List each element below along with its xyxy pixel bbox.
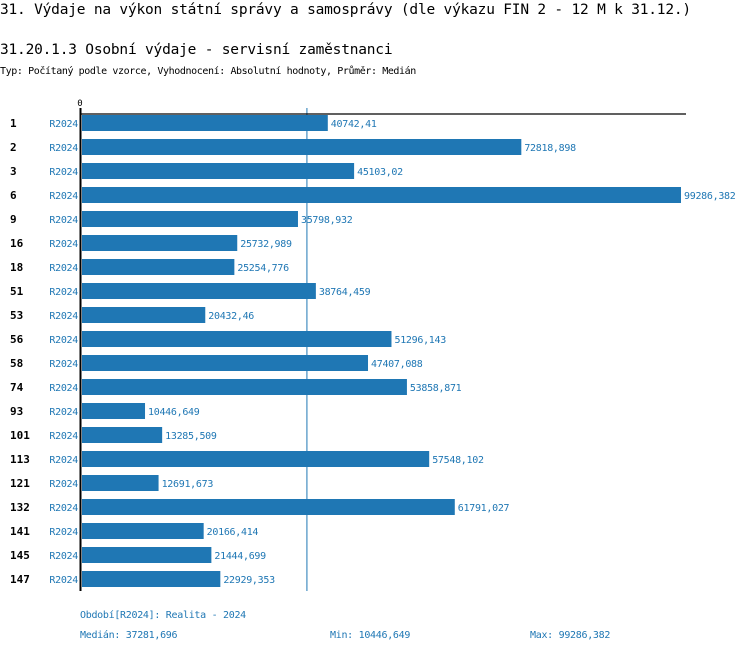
chart-subtitle: 31.20.1.3 Osobní výdaje - servisní zaměs… (0, 42, 393, 58)
max-summary: Max: 99286,382 (530, 630, 611, 641)
category-label: 147 (10, 573, 30, 586)
chart-description: Typ: Počítaný podle vzorce, Vyhodnocení:… (0, 66, 416, 77)
value-label: 51296,143 (394, 335, 446, 346)
bar (82, 283, 316, 299)
category-label: 93 (10, 405, 23, 418)
series-label: R2024 (49, 335, 78, 346)
bar (82, 547, 212, 563)
bar (82, 475, 159, 491)
bar (82, 427, 163, 443)
bar (82, 571, 221, 587)
category-label: 132 (10, 501, 30, 514)
series-label: R2024 (49, 551, 78, 562)
value-label: 20166,414 (207, 527, 259, 538)
category-label: 121 (10, 477, 30, 490)
value-label: 25254,776 (237, 263, 289, 274)
median-summary: Medián: 37281,696 (80, 630, 178, 641)
value-label: 25732,989 (240, 239, 292, 250)
bar (82, 235, 238, 251)
bar (82, 259, 235, 275)
category-label: 53 (10, 309, 23, 322)
series-label: R2024 (49, 191, 78, 202)
value-label: 57548,102 (432, 455, 484, 466)
bar (82, 331, 392, 347)
series-label: R2024 (49, 407, 78, 418)
series-label: R2024 (49, 479, 78, 490)
bar (82, 451, 430, 467)
bar (82, 499, 455, 515)
value-label: 22929,353 (223, 575, 275, 586)
value-label: 53858,871 (410, 383, 462, 394)
value-label: 21444,699 (214, 551, 266, 562)
series-label: R2024 (49, 311, 78, 322)
bar (82, 379, 407, 395)
series-label: R2024 (49, 263, 78, 274)
bar (82, 187, 681, 203)
category-label: 6 (10, 189, 17, 202)
value-label: 61791,027 (458, 503, 510, 514)
bar (82, 307, 206, 323)
category-label: 74 (10, 381, 24, 394)
value-label: 20432,46 (208, 311, 254, 322)
value-label: 12691,673 (162, 479, 214, 490)
category-label: 3 (10, 165, 17, 178)
value-label: 38764,459 (319, 287, 371, 298)
value-label: 47407,088 (371, 359, 423, 370)
value-label: 72818,898 (524, 143, 576, 154)
series-label: R2024 (49, 239, 78, 250)
series-label: R2024 (49, 575, 78, 586)
bar (82, 163, 355, 179)
series-label: R2024 (49, 119, 78, 130)
category-label: 2 (10, 141, 17, 154)
category-label: 58 (10, 357, 23, 370)
min-summary: Min: 10446,649 (330, 630, 411, 641)
category-label: 51 (10, 285, 24, 298)
value-label: 35798,932 (301, 215, 353, 226)
category-label: 1 (10, 117, 17, 130)
series-label: R2024 (49, 359, 78, 370)
x-tick-label: 0 (77, 99, 82, 109)
bar (82, 355, 369, 371)
category-label: 113 (10, 453, 30, 466)
value-label: 99286,382 (684, 191, 736, 202)
series-label: R2024 (49, 455, 78, 466)
value-label: 40742,41 (331, 119, 377, 130)
bar (82, 139, 522, 155)
bar (82, 523, 204, 539)
category-label: 101 (10, 429, 30, 442)
series-label: R2024 (49, 215, 78, 226)
value-label: 10446,649 (148, 407, 200, 418)
category-label: 145 (10, 549, 30, 562)
series-label: R2024 (49, 167, 78, 178)
series-label: R2024 (49, 143, 78, 154)
series-label: R2024 (49, 431, 78, 442)
bar (82, 211, 298, 227)
category-label: 18 (10, 261, 23, 274)
series-label: R2024 (49, 503, 78, 514)
category-label: 56 (10, 333, 24, 346)
value-label: 13285,509 (165, 431, 217, 442)
period-legend: Období[R2024]: Realita - 2024 (80, 610, 246, 621)
series-label: R2024 (49, 383, 78, 394)
category-label: 16 (10, 237, 24, 250)
category-label: 141 (10, 525, 30, 538)
bar (82, 115, 328, 131)
series-label: R2024 (49, 287, 78, 298)
bar (82, 403, 146, 419)
page-title: 31. Výdaje na výkon státní správy a samo… (0, 2, 691, 18)
series-label: R2024 (49, 527, 78, 538)
value-label: 45103,02 (357, 167, 403, 178)
category-label: 9 (10, 213, 17, 226)
